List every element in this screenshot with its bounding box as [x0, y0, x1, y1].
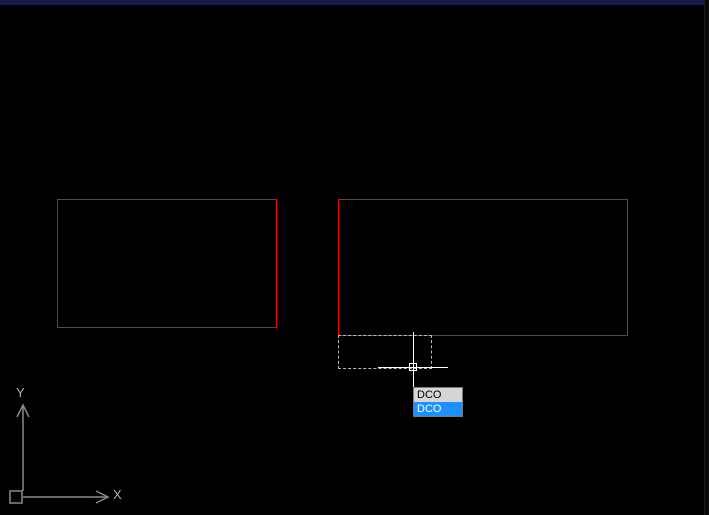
command-autocomplete[interactable]: DCO DCO — [413, 387, 463, 417]
autocomplete-item-label: DCO — [417, 389, 441, 401]
drawing-rectangle[interactable] — [338, 199, 628, 336]
ucs-icon: Y X — [8, 387, 128, 507]
selection-window — [338, 335, 432, 369]
autocomplete-item[interactable]: DCO — [414, 388, 462, 402]
ucs-x-label: X — [113, 487, 122, 502]
autocomplete-item-label: DCO — [417, 403, 441, 415]
titlebar-strip — [0, 0, 709, 5]
drawing-canvas[interactable]: DCO DCO Y X — [0, 0, 709, 515]
ucs-origin-box — [10, 491, 22, 503]
autocomplete-item[interactable]: DCO — [414, 402, 462, 416]
ucs-svg — [8, 387, 128, 507]
drawing-rectangle[interactable] — [57, 199, 277, 328]
ucs-y-label: Y — [16, 385, 25, 400]
crosshair-pickbox — [409, 363, 417, 371]
right-edge-panel — [704, 0, 709, 515]
